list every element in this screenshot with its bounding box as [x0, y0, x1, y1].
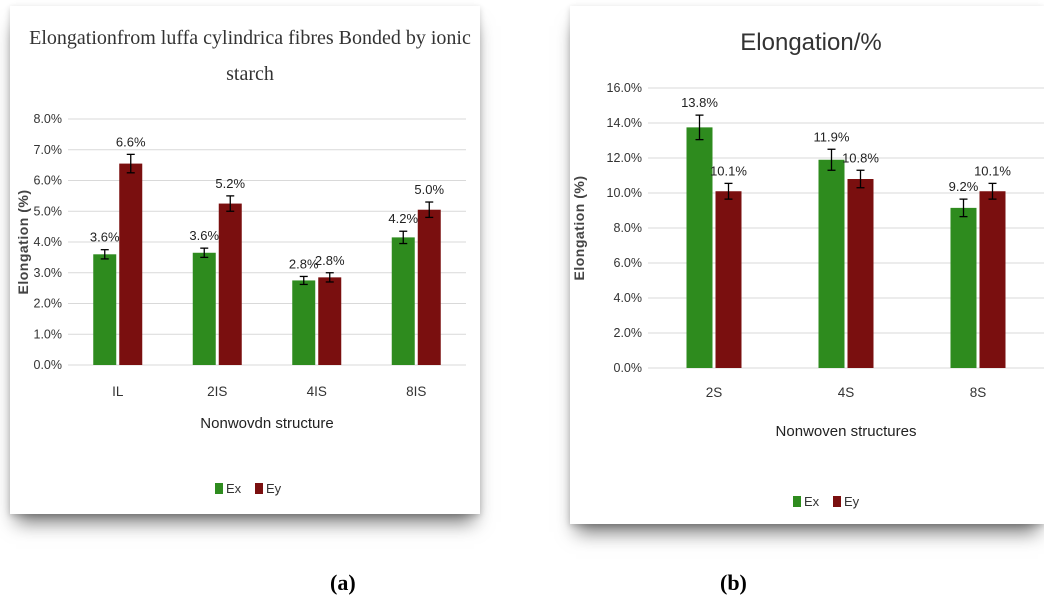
legend-label-ey: Ey [266, 481, 282, 496]
y-tick-label: 3.0% [34, 266, 63, 280]
bar-ey-8s [979, 191, 1006, 368]
data-label: 13.8% [681, 95, 718, 110]
bar-ex-4s [818, 159, 845, 368]
x-axis-title: Nonwovdn structure [200, 415, 333, 432]
bar-ey-2s [715, 191, 742, 368]
bar-ex-8is [391, 237, 415, 365]
bar-ey-4s [847, 179, 874, 368]
chart-a-svg: Elongationfrom luffa cylindrica fibres B… [15, 27, 471, 496]
x-tick-label: 4S [838, 385, 855, 400]
y-tick-label: 2.0% [34, 297, 63, 311]
caption-a: (a) [330, 570, 356, 595]
bar-ex-4is [292, 280, 316, 365]
y-tick-label: 4.0% [34, 235, 63, 249]
data-label: 3.6% [90, 230, 120, 245]
data-label: 9.2% [949, 179, 979, 194]
x-tick-label: 2IS [207, 384, 227, 399]
y-axis-title: Elongation (%) [571, 176, 587, 281]
y-tick-label: 6.0% [34, 174, 63, 188]
y-tick-label: 1.0% [34, 327, 63, 341]
y-tick-label: 10.0% [607, 186, 642, 200]
bar-ey-4is [318, 277, 342, 365]
bar-ex-2is [192, 252, 216, 365]
y-tick-label: 0.0% [34, 358, 63, 372]
legend-swatch-ey [833, 496, 841, 507]
chart-title: Elongation/% [740, 29, 881, 56]
x-axis-title: Nonwoven structures [776, 423, 917, 440]
y-tick-label: 16.0% [607, 81, 642, 95]
x-tick-label: 4IS [307, 384, 327, 399]
y-tick-label: 0.0% [614, 361, 643, 375]
data-label: 2.8% [315, 253, 345, 268]
data-label: 10.8% [842, 150, 879, 165]
bar-ey-2is [218, 203, 242, 365]
chart-a-panel: Elongationfrom luffa cylindrica fibres B… [10, 6, 480, 514]
x-tick-label: 8IS [406, 384, 426, 399]
caption-b: (b) [720, 570, 747, 595]
data-label: 10.1% [974, 163, 1011, 178]
data-label: 5.2% [215, 176, 245, 191]
x-tick-label: 2S [706, 385, 723, 400]
y-tick-label: 12.0% [607, 151, 642, 165]
data-label: 3.6% [189, 228, 219, 243]
chart-b-panel: Elongation/% 0.0% 2.0% 4.0% 6.0% 8.0% 10.0% 12.… [570, 6, 1044, 524]
legend-label-ey: Ey [844, 494, 860, 509]
data-label: 4.2% [388, 211, 418, 226]
y-tick-label: 7.0% [34, 143, 63, 157]
y-tick-label: 5.0% [34, 204, 63, 218]
x-tick-label: IL [112, 384, 124, 399]
bar-ey-8is [417, 209, 441, 365]
data-label: 5.0% [414, 182, 444, 197]
y-tick-label: 8.0% [614, 221, 643, 235]
y-axis-title: Elongation (%) [15, 190, 31, 295]
y-tick-label: 6.0% [614, 256, 643, 270]
legend-swatch-ex [793, 496, 801, 507]
data-label: 11.9% [814, 129, 850, 144]
bar-ex-il [93, 254, 117, 365]
data-label: 10.1% [710, 163, 747, 178]
y-tick-label: 4.0% [614, 291, 643, 305]
chart-title: Elongationfrom luffa cylindrica fibres B… [29, 27, 471, 49]
legend-swatch-ey [255, 483, 263, 494]
chart-b-svg: Elongation/% 0.0% 2.0% 4.0% 6.0% 8.0% 10.0% 12.… [571, 29, 1044, 509]
bar-ex-2s [686, 127, 713, 368]
y-tick-label: 8.0% [34, 112, 63, 126]
bar-ey-il [119, 163, 143, 365]
y-tick-label: 14.0% [607, 116, 642, 130]
data-label: 2.8% [289, 256, 319, 271]
legend-label-ex: Ex [226, 481, 242, 496]
chart-title: starch [226, 63, 274, 85]
legend-swatch-ex [215, 483, 223, 494]
legend-label-ex: Ex [804, 494, 820, 509]
x-tick-label: 8S [970, 385, 987, 400]
data-label: 6.6% [116, 134, 146, 149]
y-tick-label: 2.0% [614, 326, 643, 340]
bar-ex-8s [950, 207, 977, 368]
